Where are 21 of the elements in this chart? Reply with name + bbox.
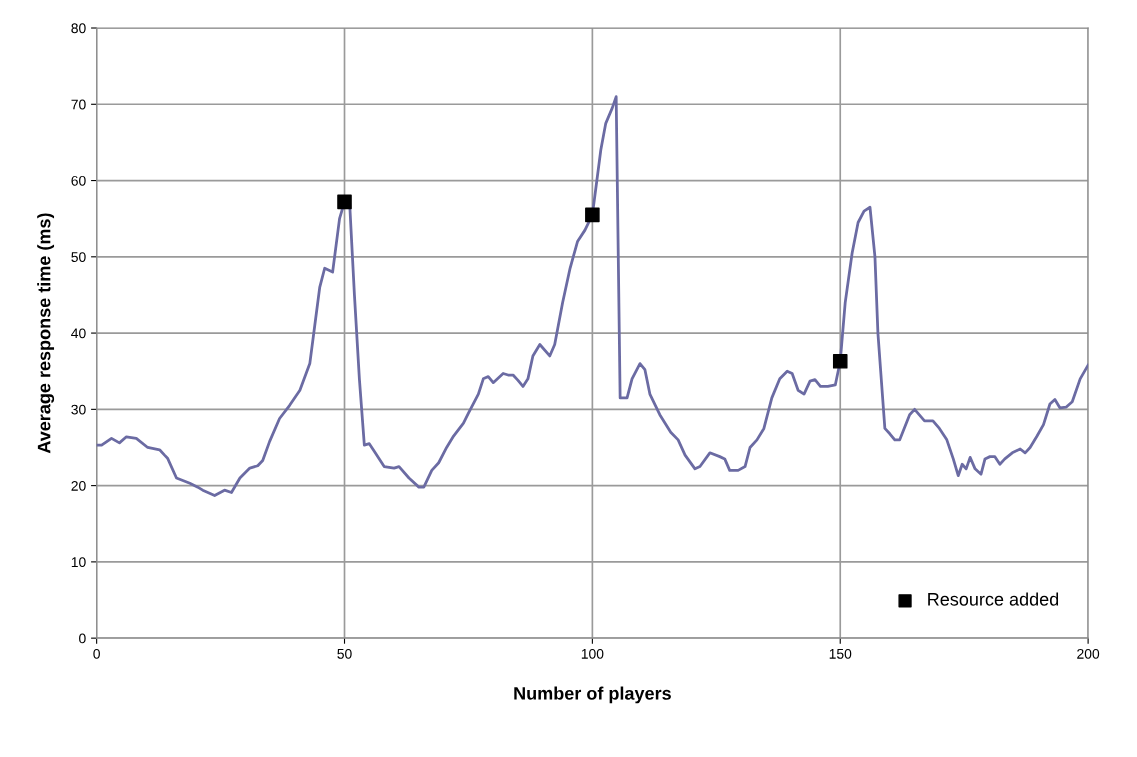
x-tick-label: 0 (93, 648, 100, 659)
y-tick-label: 10 (71, 557, 86, 568)
y-tick-label: 50 (71, 252, 86, 262)
point (585, 207, 600, 223)
legend-label: Resource added (928, 592, 1059, 606)
y-tick-label: 80 (71, 23, 86, 34)
x-axis-title: Number of players (514, 686, 671, 704)
y-tick-label: 30 (71, 404, 86, 415)
x-tick-label: 200 (1077, 648, 1100, 659)
y-tick-label: 70 (71, 99, 86, 110)
y-tick-label: 0 (79, 633, 86, 644)
point (337, 194, 352, 210)
y-axis-title: Average response time (ms) (37, 213, 55, 454)
point (832, 354, 848, 369)
y-tick-label: 20 (71, 480, 86, 491)
y-tick-label: 60 (71, 175, 86, 186)
line-series (96, 95, 1089, 497)
x-tick-label: 100 (581, 648, 604, 659)
x-tick-label: 150 (829, 648, 852, 659)
y-tick-label: 40 (71, 328, 86, 339)
x-tick-label: 50 (337, 648, 352, 659)
